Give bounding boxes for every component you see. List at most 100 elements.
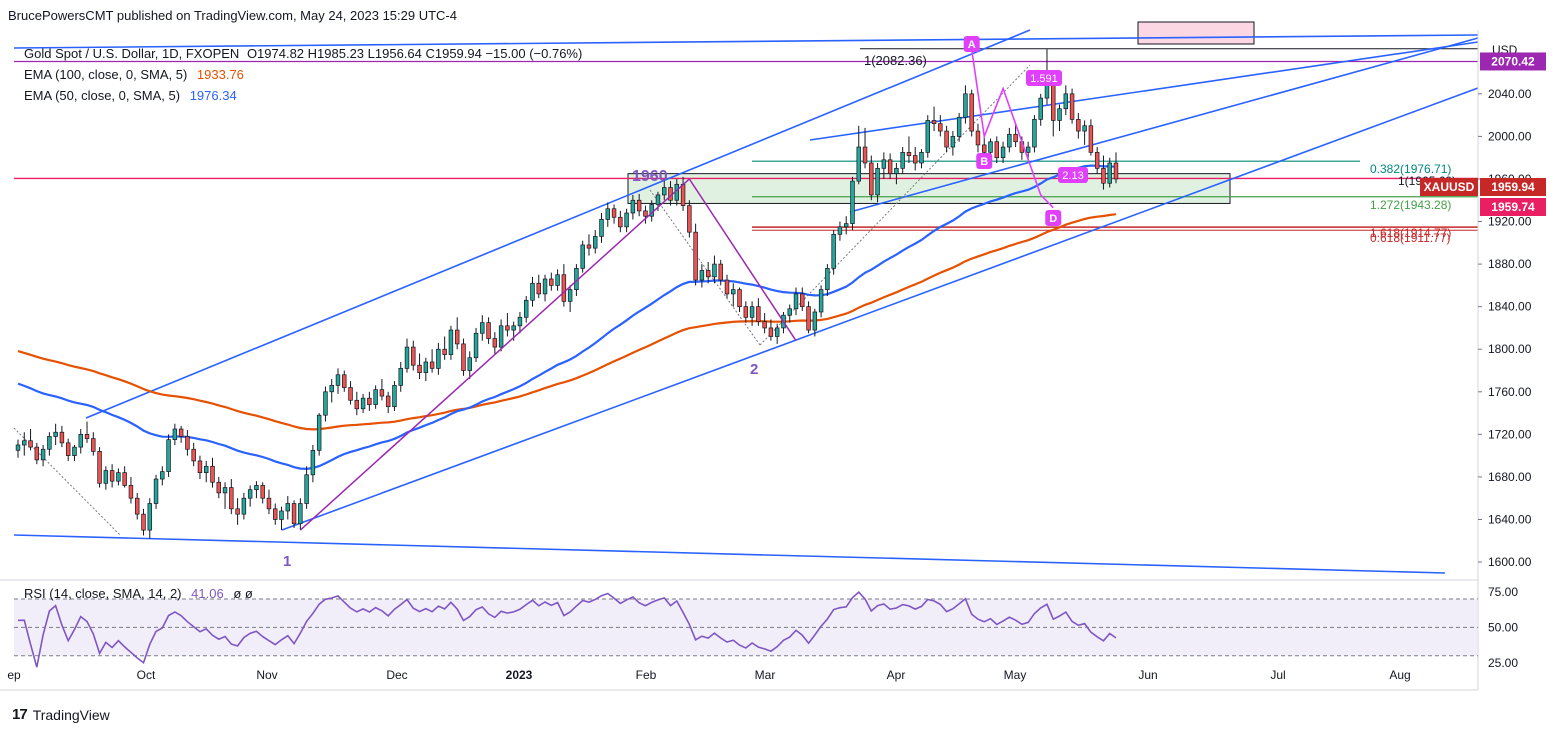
candle[interactable] <box>843 216 849 235</box>
legend-ema50-row[interactable]: EMA (50, close, 0, SMA, 5) 1976.34 <box>24 88 237 103</box>
candle[interactable] <box>593 230 598 254</box>
candle[interactable] <box>254 481 259 499</box>
candle[interactable] <box>1063 85 1069 116</box>
candle[interactable] <box>1025 141 1031 160</box>
candle[interactable] <box>304 466 309 509</box>
candle[interactable] <box>523 296 529 323</box>
candle[interactable] <box>938 115 943 137</box>
candle[interactable] <box>423 357 429 382</box>
candle[interactable] <box>611 204 617 224</box>
candle[interactable] <box>329 379 334 403</box>
candle[interactable] <box>323 386 328 422</box>
candle[interactable] <box>837 221 843 241</box>
candle[interactable] <box>235 498 240 525</box>
candle[interactable] <box>473 327 479 362</box>
candle[interactable] <box>454 317 460 350</box>
candle[interactable] <box>1088 119 1094 156</box>
candle[interactable] <box>894 163 899 185</box>
candle[interactable] <box>944 125 949 153</box>
candle[interactable] <box>128 476 134 504</box>
candle[interactable] <box>122 466 127 488</box>
candle[interactable] <box>662 178 667 201</box>
candle[interactable] <box>756 298 761 326</box>
candle[interactable] <box>166 434 171 477</box>
candle[interactable] <box>404 338 410 373</box>
candle[interactable] <box>643 205 648 224</box>
candle[interactable] <box>134 492 140 520</box>
candle[interactable] <box>191 442 196 467</box>
candle[interactable] <box>279 506 284 531</box>
candle[interactable] <box>906 136 912 164</box>
tradingview-logo[interactable]: 17 TradingView <box>12 706 110 723</box>
candle[interactable] <box>84 421 90 443</box>
candle[interactable] <box>862 127 868 169</box>
candle[interactable] <box>731 283 736 307</box>
candle[interactable] <box>1076 112 1081 139</box>
candle[interactable] <box>956 112 962 142</box>
candle[interactable] <box>486 317 491 344</box>
candle[interactable] <box>260 482 265 504</box>
candle[interactable] <box>887 153 893 179</box>
candle[interactable] <box>247 485 253 507</box>
candle[interactable] <box>467 351 472 380</box>
candle[interactable] <box>699 264 705 288</box>
candle[interactable] <box>492 332 498 355</box>
candle[interactable] <box>379 379 385 401</box>
candle[interactable] <box>442 336 447 360</box>
candle[interactable] <box>994 136 1000 164</box>
candle[interactable] <box>762 313 767 334</box>
candle[interactable] <box>429 349 435 373</box>
candle[interactable] <box>178 425 184 443</box>
candle[interactable] <box>229 479 234 515</box>
candle[interactable] <box>963 85 968 124</box>
candle[interactable] <box>969 89 974 137</box>
candle[interactable] <box>850 176 855 231</box>
candle[interactable] <box>630 194 636 220</box>
candle[interactable] <box>197 455 203 480</box>
candle[interactable] <box>59 425 65 448</box>
candle[interactable] <box>530 276 535 307</box>
candle[interactable] <box>298 498 303 531</box>
candle[interactable] <box>737 287 742 312</box>
candle[interactable] <box>1082 120 1087 145</box>
candle[interactable] <box>40 444 46 467</box>
candle[interactable] <box>222 482 228 509</box>
candle[interactable] <box>505 313 510 337</box>
candle[interactable] <box>806 301 811 334</box>
candle[interactable] <box>931 106 937 132</box>
candle[interactable] <box>241 492 247 520</box>
candle[interactable] <box>831 230 836 275</box>
candle[interactable] <box>561 264 567 307</box>
candle[interactable] <box>310 444 316 483</box>
candle[interactable] <box>869 155 874 201</box>
candle[interactable] <box>28 429 33 451</box>
candle[interactable] <box>185 430 190 456</box>
candle[interactable] <box>542 274 548 302</box>
candle[interactable] <box>65 438 71 461</box>
legend-rsi-row[interactable]: RSI (14, close, SMA, 14, 2) 41.06 ø ø <box>24 586 253 601</box>
candle[interactable] <box>913 147 918 171</box>
candle[interactable] <box>1007 127 1012 153</box>
candle[interactable] <box>975 123 981 153</box>
candle[interactable] <box>925 115 930 158</box>
candle[interactable] <box>567 285 573 312</box>
candle[interactable] <box>919 149 924 169</box>
candle[interactable] <box>480 315 485 341</box>
candle[interactable] <box>436 342 441 375</box>
candle[interactable] <box>498 319 504 352</box>
candle[interactable] <box>348 381 353 405</box>
candle[interactable] <box>210 457 215 488</box>
legend-symbol-row[interactable]: Gold Spot / U.S. Dollar, 1D, FXOPEN O197… <box>24 46 582 61</box>
candle[interactable] <box>335 368 341 394</box>
candle[interactable] <box>1057 104 1062 132</box>
candle[interactable] <box>53 423 58 445</box>
candle[interactable] <box>586 234 592 256</box>
candle[interactable] <box>800 287 805 311</box>
candle[interactable] <box>1094 147 1100 174</box>
candle[interactable] <box>768 319 774 341</box>
candle[interactable] <box>1000 141 1006 164</box>
candle[interactable] <box>812 308 818 337</box>
candle[interactable] <box>1069 88 1075 124</box>
candle[interactable] <box>216 476 221 499</box>
